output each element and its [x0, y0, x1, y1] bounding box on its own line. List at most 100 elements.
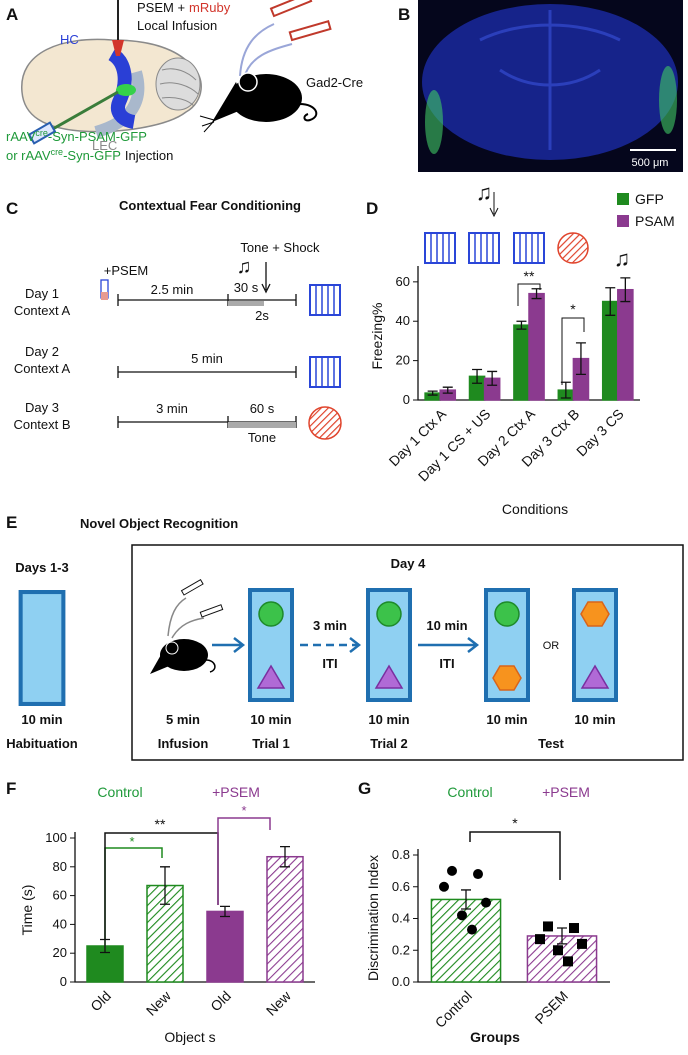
bar: [513, 324, 530, 401]
panel-letter: D: [366, 199, 378, 218]
legend-label: PSAM: [635, 213, 675, 229]
error-bar: [461, 889, 471, 910]
step-label: Trial 1: [252, 736, 290, 751]
error-bar: [516, 320, 527, 330]
x-axis-label: Groups: [470, 1029, 520, 1045]
bar: [206, 910, 244, 983]
bar: [86, 945, 124, 983]
y-axis-label: Freezing%: [369, 303, 385, 370]
arrow: [418, 637, 480, 653]
iti-time: 10 min: [426, 618, 467, 633]
step-time: 10 min: [368, 712, 409, 727]
iti-label: ITI: [439, 656, 454, 671]
error-bar: [280, 845, 290, 868]
psem-label: +PSEM: [104, 263, 148, 278]
error-bar: [220, 905, 230, 918]
error-bar: [575, 342, 586, 376]
legend-swatch: [617, 215, 629, 227]
error-bar: [557, 927, 567, 945]
x-axis-label: Object s: [164, 1029, 215, 1045]
annotation: ♫: [614, 246, 631, 271]
error-bar: [531, 288, 542, 300]
step-time: 10 min: [574, 712, 615, 727]
bar: [617, 288, 634, 401]
y-tick-label: 0.6: [392, 879, 410, 894]
x-tick-label: Old: [87, 988, 114, 1015]
virus: or rAAV: [6, 148, 51, 163]
y-axis-label: Time (s): [19, 885, 35, 936]
data-point: [457, 910, 467, 921]
error-bar: [487, 370, 498, 386]
annotation: *: [512, 815, 518, 831]
timeline: [100, 262, 297, 428]
infusion-label: Local Infusion: [137, 18, 217, 33]
panel-letter: F: [6, 779, 16, 798]
y-tick-label: 0: [60, 974, 67, 989]
hab-day: Days 1-3: [15, 560, 68, 575]
annotation: ♫: [476, 180, 493, 205]
y-tick-label: 0.2: [392, 942, 410, 957]
step-label: Infusion: [158, 736, 209, 751]
significance-bracket: [517, 283, 585, 385]
y-tick-label: 20: [396, 353, 410, 368]
y-tick-label: 0: [403, 392, 410, 407]
group-label: +PSEM: [542, 784, 590, 800]
infusion-drug: PSEM + mRuby: [137, 0, 231, 15]
iti-time: 3 min: [313, 618, 347, 633]
mouse-sketch: [199, 0, 332, 133]
significance-bracket: [217, 817, 271, 905]
day: Day 3: [25, 400, 59, 415]
legend-swatch: [617, 193, 629, 205]
data-point: [439, 881, 449, 892]
error-bar: [620, 277, 631, 303]
y-axis-label: Discrimination Index: [365, 855, 381, 981]
annotation: *: [570, 301, 576, 317]
day: Day 1: [25, 286, 59, 301]
event-label: Tone + Shock: [240, 240, 320, 255]
context-a-icon: [424, 232, 456, 264]
hab-label: Habituation: [6, 736, 78, 751]
y-tick-label: 0.0: [392, 974, 410, 989]
day: Day 2: [25, 344, 59, 359]
group-label: Control: [97, 784, 142, 800]
data-point: [473, 869, 483, 880]
error-bar: [442, 386, 453, 394]
context-a-icon: [309, 356, 341, 388]
test-label: Test: [538, 736, 564, 751]
legend-label: GFP: [635, 191, 664, 207]
tone-note: ♫: [237, 256, 252, 278]
annotation: *: [129, 834, 134, 849]
bar: [266, 855, 304, 983]
panel-letter: A: [6, 5, 18, 24]
injection: Injection: [125, 148, 173, 163]
group-label: Control: [447, 784, 492, 800]
iti-label: ITI: [322, 656, 337, 671]
data-point: [563, 956, 573, 967]
context: Context A: [14, 303, 71, 318]
annotation: **: [155, 816, 166, 832]
lec-label: LEC: [92, 138, 117, 153]
annotation: *: [241, 803, 246, 818]
construct: -Syn-PSAM-GFP: [48, 129, 147, 144]
mouse-sketch: [150, 578, 224, 674]
panel-letter: B: [398, 5, 410, 24]
duration: 60 s: [250, 401, 275, 416]
bar: [601, 300, 619, 401]
hab-time: 10 min: [21, 712, 62, 727]
error-bar: [605, 287, 616, 316]
day4-frame: [131, 544, 684, 761]
x-tick-label: Old: [207, 988, 234, 1015]
step-label: Trial 2: [370, 736, 408, 751]
group-label: +PSEM: [212, 784, 260, 800]
bar: [430, 898, 502, 983]
duration: 3 min: [156, 401, 188, 416]
hc-label: HC: [60, 32, 79, 47]
shock-arrow: [489, 192, 499, 218]
cre: cre: [51, 147, 64, 157]
x-tick-label: Control: [432, 988, 475, 1031]
y-tick-label: 0.4: [392, 911, 410, 926]
data-point: [467, 924, 477, 935]
panel-title: Novel Object Recognition: [80, 516, 238, 531]
